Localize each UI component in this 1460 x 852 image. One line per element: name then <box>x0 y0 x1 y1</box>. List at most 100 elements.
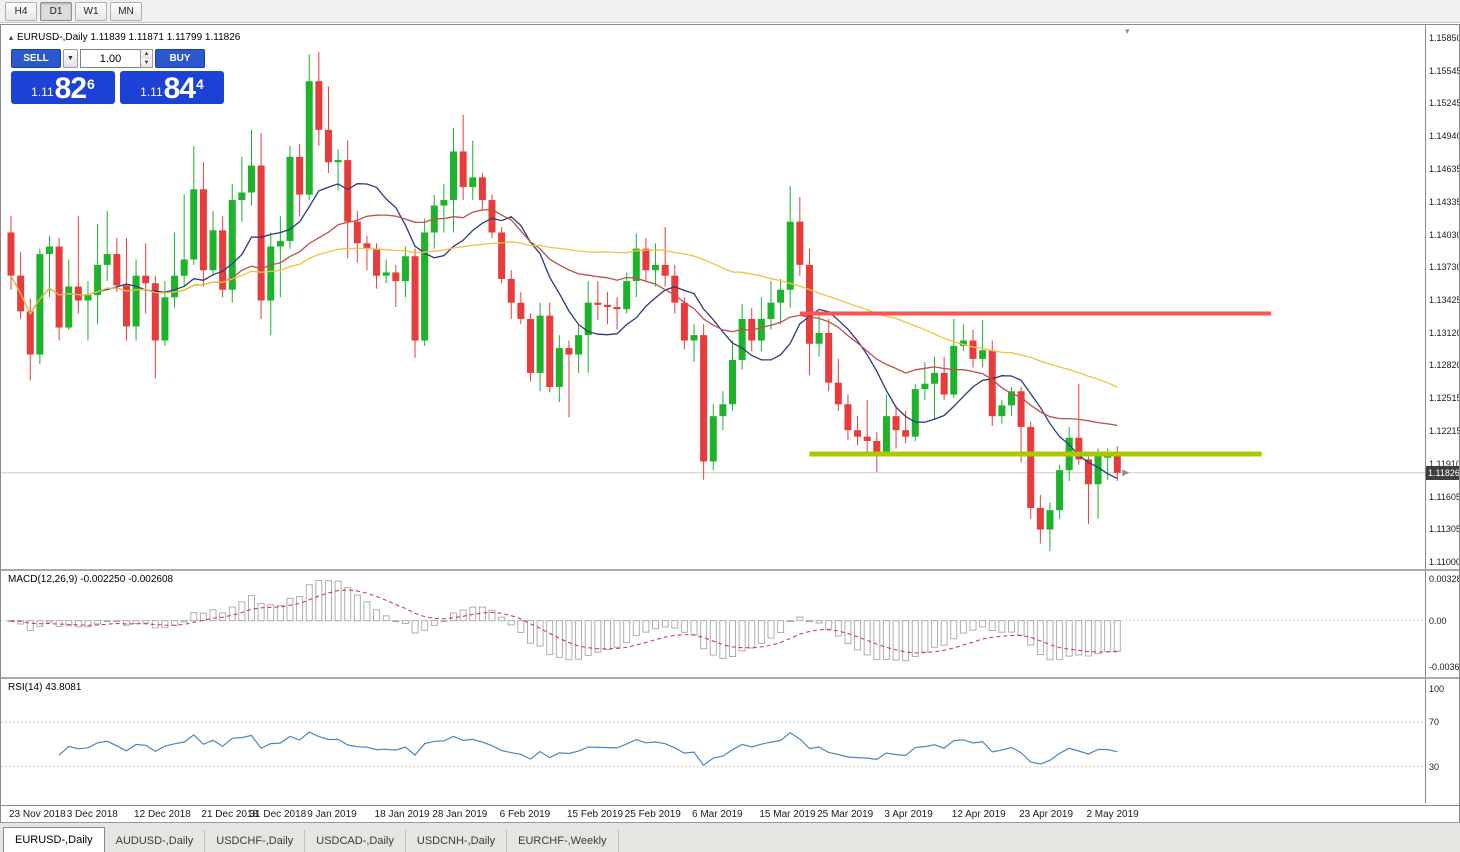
macd-histogram-bar <box>238 601 246 622</box>
macd-histogram-bar <box>440 620 448 623</box>
candle-body <box>1007 391 1015 406</box>
macd-histogram-bar <box>209 609 217 622</box>
volume-dropdown[interactable]: ▼ <box>63 49 78 68</box>
macd-histogram-bar <box>103 620 111 623</box>
candle-body <box>450 151 458 201</box>
macd-histogram-bar <box>1094 620 1102 655</box>
volume-input[interactable] <box>80 49 140 68</box>
chart-tab-usdchf-daily[interactable]: USDCHF-,Daily <box>205 830 306 852</box>
timeframe-button-h4[interactable]: H4 <box>5 1 37 21</box>
rsi-axis-label: 30 <box>1429 761 1440 772</box>
rsi-canvas[interactable] <box>1 679 1425 803</box>
candle-body <box>931 372 939 384</box>
candle-body <box>979 350 987 359</box>
candle-body <box>219 230 227 290</box>
rsi-panel: 100 70 30 RSI(14) 43.8081 <box>1 679 1459 803</box>
candle-body <box>911 389 919 437</box>
price-axis-label: 1.12215 <box>1429 425 1459 436</box>
macd-axis-label: 0.00 <box>1429 615 1447 626</box>
rsi-axis-label: 70 <box>1429 717 1440 728</box>
buy-button[interactable]: BUY <box>155 49 205 68</box>
price-axis-label: 1.14635 <box>1429 164 1459 175</box>
macd-histogram-bar <box>979 620 987 628</box>
macd-histogram-bar <box>921 620 929 653</box>
candle-body <box>488 200 496 233</box>
macd-histogram-bar <box>180 620 188 623</box>
chart-title-text: EURUSD-,Daily 1.11839 1.11871 1.11799 1.… <box>17 32 241 43</box>
panel-splitter[interactable] <box>1 569 1459 571</box>
sell-quote[interactable]: 1.11 82 6 <box>11 71 115 104</box>
candle-body <box>392 272 400 282</box>
macd-histogram-bar <box>161 620 169 629</box>
volume-increase-button[interactable]: ▲ <box>141 50 152 59</box>
candle-body <box>969 340 977 359</box>
one-click-collapse-icon[interactable]: ▴ <box>9 33 14 42</box>
chart-title: ▴ EURUSD-,Daily 1.11839 1.11871 1.11799 1… <box>9 32 240 43</box>
time-axis[interactable]: 23 Nov 2018 3 Dec 2018 12 Dec 2018 21 Dec 2… <box>1 805 1459 824</box>
panel-splitter[interactable] <box>1 677 1459 679</box>
candle-body <box>151 283 159 341</box>
candle-body <box>834 382 842 405</box>
macd-histogram-bar <box>661 620 669 628</box>
candle-body <box>132 275 140 327</box>
time-axis-label: 21 Dec 2018 <box>201 809 259 820</box>
candle-body <box>228 200 236 290</box>
chart-tab-usdcad-daily[interactable]: USDCAD-,Daily <box>305 830 406 852</box>
macd-histogram-bar <box>296 596 304 622</box>
buy-price-big: 84 <box>163 72 196 106</box>
macd-histogram-bar <box>1065 620 1073 657</box>
macd-canvas[interactable] <box>1 571 1425 677</box>
candle-body <box>1036 507 1044 530</box>
candle-body <box>507 278 515 303</box>
candle-body <box>603 304 611 308</box>
candle-body <box>517 302 525 319</box>
chart-tab-audusd-daily[interactable]: AUDUSD-,Daily <box>105 830 206 852</box>
macd-histogram-bar <box>392 620 400 623</box>
macd-histogram-bar <box>325 580 332 622</box>
candle-body <box>1075 437 1083 460</box>
candle-body <box>825 332 833 383</box>
candle-body <box>1084 459 1092 485</box>
candle-body <box>854 430 862 437</box>
candle-body <box>940 372 948 395</box>
candle-body <box>575 335 583 355</box>
macd-histogram-bar <box>1084 620 1092 657</box>
candle-body <box>777 289 785 303</box>
candle-body <box>738 318 746 360</box>
price-chart-canvas[interactable] <box>1 25 1425 569</box>
macd-histogram-bar <box>401 620 409 625</box>
price-axis-label: 1.11000 <box>1429 557 1459 567</box>
macd-histogram-bar <box>767 620 775 639</box>
buy-quote[interactable]: 1.11 84 4 <box>120 71 224 104</box>
candle-body <box>805 264 813 344</box>
candle-body <box>305 81 313 195</box>
macd-histogram-bar <box>527 620 534 644</box>
macd-histogram-bar <box>488 609 496 622</box>
timeframe-button-mn[interactable]: MN <box>110 1 142 21</box>
macd-histogram-bar <box>132 620 140 625</box>
chart-tab-eurusd-daily[interactable]: EURUSD-,Daily <box>3 827 105 852</box>
macd-histogram-bar <box>536 620 544 647</box>
chart-window: 1.15850 1.15545 1.15245 1.14940 1.14635 1.143… <box>0 24 1460 824</box>
macd-histogram-bar <box>565 620 573 661</box>
chart-tab-usdcnh-daily[interactable]: USDCNH-,Daily <box>406 830 508 852</box>
macd-histogram-bar <box>988 620 996 631</box>
timeframe-button-d1[interactable]: D1 <box>40 1 72 21</box>
time-axis-label: 25 Feb 2019 <box>624 809 681 820</box>
macd-histogram-bar <box>363 601 371 622</box>
autoscroll-icon[interactable]: ▾ <box>1125 26 1130 36</box>
macd-histogram-bar <box>1036 620 1044 656</box>
macd-histogram-bar <box>796 616 804 622</box>
candle-body <box>844 404 852 431</box>
macd-histogram-bar <box>873 620 881 661</box>
macd-histogram-bar <box>344 587 352 622</box>
macd-histogram-bar <box>430 620 438 626</box>
timeframe-button-w1[interactable]: W1 <box>75 1 107 21</box>
time-axis-label: 23 Nov 2018 <box>9 809 66 820</box>
volume-decrease-button[interactable]: ▼ <box>141 58 152 67</box>
price-axis[interactable]: 1.15850 1.15545 1.15245 1.14940 1.14635 1.143… <box>1425 25 1459 569</box>
candle-body <box>613 307 621 310</box>
chart-tab-eurchf-weekly[interactable]: EURCHF-,Weekly <box>507 830 619 852</box>
candle-body <box>757 318 765 341</box>
sell-button[interactable]: SELL <box>11 49 61 68</box>
